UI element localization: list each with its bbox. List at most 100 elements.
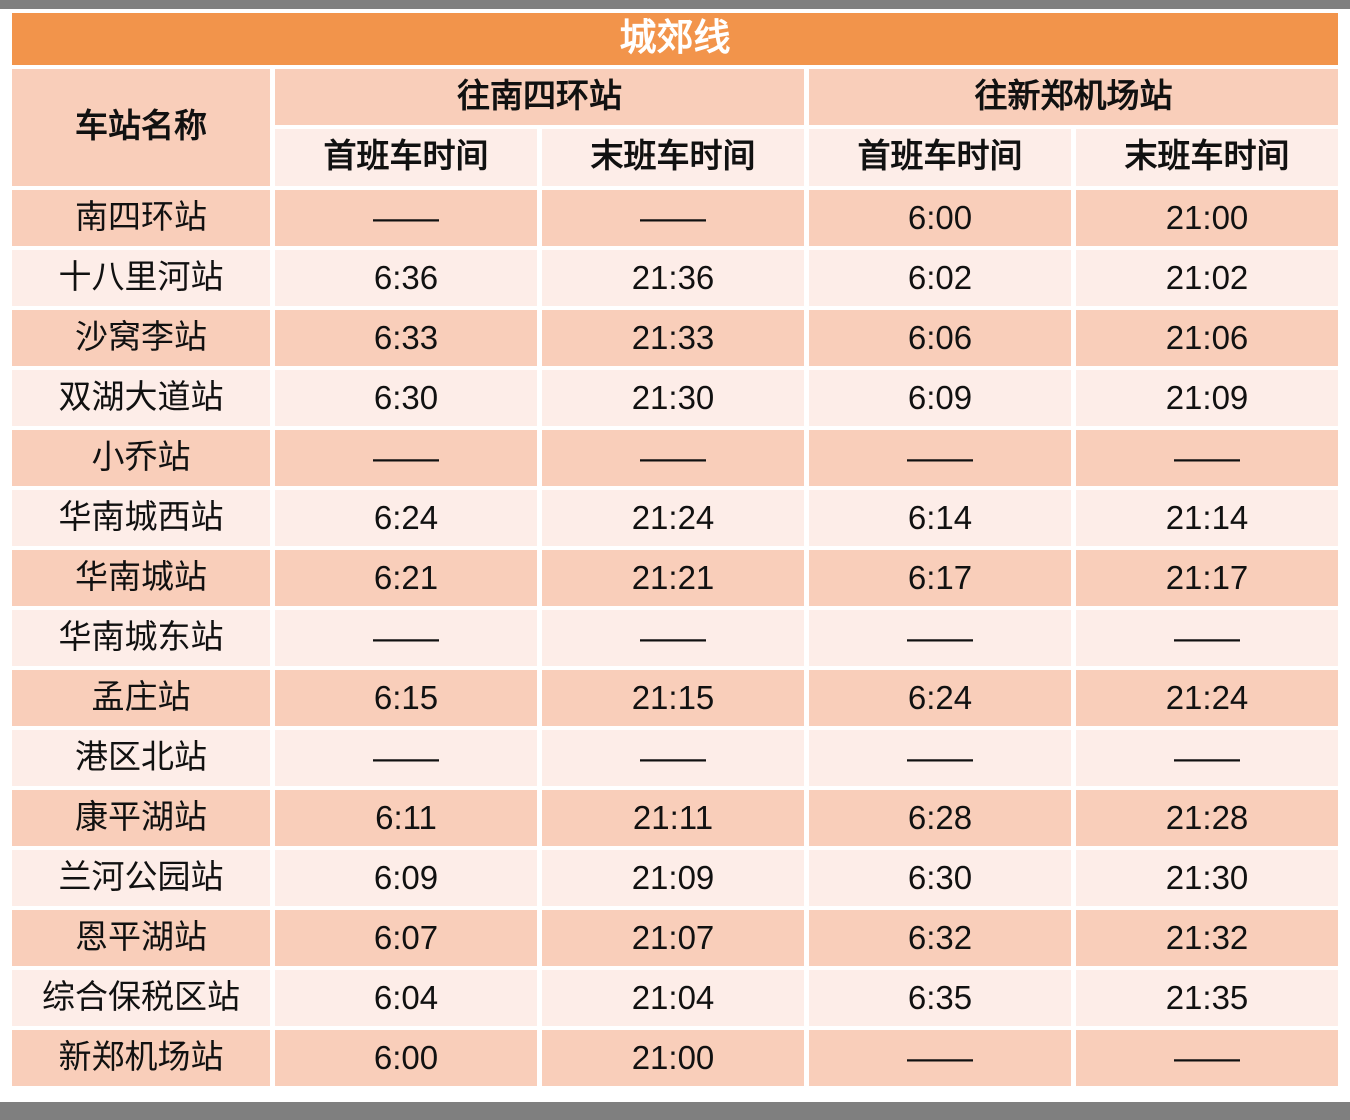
time-cell: 6:15 (275, 670, 537, 726)
time-cell: 6:30 (809, 850, 1071, 906)
time-cell: 21:06 (1076, 310, 1338, 366)
time-cell: 21:24 (1076, 670, 1338, 726)
station-name-cell: 兰河公园站 (12, 850, 270, 906)
table-row: 兰河公园站 6:09 21:09 6:30 21:30 (12, 850, 1338, 906)
station-name-cell: 恩平湖站 (12, 910, 270, 966)
time-cell: 21:30 (1076, 850, 1338, 906)
time-cell: —— (1076, 430, 1338, 486)
time-cell: —— (809, 1030, 1071, 1086)
station-name-cell: 港区北站 (12, 730, 270, 786)
time-cell: 21:30 (542, 370, 804, 426)
direction-header-nansihuan: 往南四环站 (275, 69, 804, 125)
time-cell: 21:11 (542, 790, 804, 846)
table-row: 双湖大道站 6:30 21:30 6:09 21:09 (12, 370, 1338, 426)
station-name-cell: 新郑机场站 (12, 1030, 270, 1086)
station-column-header: 车站名称 (12, 69, 270, 186)
time-cell: —— (275, 430, 537, 486)
last-train-header: 末班车时间 (542, 129, 804, 186)
time-cell: 6:06 (809, 310, 1071, 366)
time-cell: 6:33 (275, 310, 537, 366)
table-row: 康平湖站 6:11 21:11 6:28 21:28 (12, 790, 1338, 846)
time-cell: 6:00 (275, 1030, 537, 1086)
time-cell: 6:24 (809, 670, 1071, 726)
time-cell: 6:02 (809, 250, 1071, 306)
time-cell: 21:09 (542, 850, 804, 906)
time-cell: 21:15 (542, 670, 804, 726)
station-name-cell: 沙窝李站 (12, 310, 270, 366)
first-train-header: 首班车时间 (275, 129, 537, 186)
table-row: 华南城站 6:21 21:21 6:17 21:17 (12, 550, 1338, 606)
table-row: 孟庄站 6:15 21:15 6:24 21:24 (12, 670, 1338, 726)
time-cell: —— (275, 190, 537, 246)
first-train-header: 首班车时间 (809, 129, 1071, 186)
table-row: 港区北站 —— —— —— —— (12, 730, 1338, 786)
direction-header-xinzheng-airport: 往新郑机场站 (809, 69, 1338, 125)
time-cell: 6:07 (275, 910, 537, 966)
time-cell: 6:11 (275, 790, 537, 846)
timetable-body: 城郊线 车站名称 往南四环站 往新郑机场站 首班车时间 末班车时间 首班车时间 … (12, 13, 1338, 1086)
time-cell: 21:17 (1076, 550, 1338, 606)
station-name-cell: 南四环站 (12, 190, 270, 246)
table-row: 十八里河站 6:36 21:36 6:02 21:02 (12, 250, 1338, 306)
station-name-cell: 综合保税区站 (12, 970, 270, 1026)
time-cell: 6:24 (275, 490, 537, 546)
table-row: 华南城东站 —— —— —— —— (12, 610, 1338, 666)
time-cell: 21:00 (542, 1030, 804, 1086)
time-cell: 6:21 (275, 550, 537, 606)
bottom-gray-bar (0, 1102, 1350, 1120)
time-cell: 6:04 (275, 970, 537, 1026)
station-name-cell: 华南城东站 (12, 610, 270, 666)
station-name-cell: 小乔站 (12, 430, 270, 486)
time-cell: —— (809, 430, 1071, 486)
time-cell: —— (1076, 610, 1338, 666)
time-cell: 21:00 (1076, 190, 1338, 246)
table-row: 小乔站 —— —— —— —— (12, 430, 1338, 486)
table-row: 南四环站 —— —— 6:00 21:00 (12, 190, 1338, 246)
time-cell: 6:35 (809, 970, 1071, 1026)
table-row: 新郑机场站 6:00 21:00 —— —— (12, 1030, 1338, 1086)
timetable: 城郊线 车站名称 往南四环站 往新郑机场站 首班车时间 末班车时间 首班车时间 … (7, 9, 1343, 1090)
time-cell: —— (542, 730, 804, 786)
time-cell: —— (542, 190, 804, 246)
table-header-times: 首班车时间 末班车时间 首班车时间 末班车时间 (12, 129, 1338, 186)
time-cell: 21:28 (1076, 790, 1338, 846)
time-cell: 21:21 (542, 550, 804, 606)
time-cell: —— (809, 730, 1071, 786)
time-cell: 21:33 (542, 310, 804, 366)
time-cell: —— (809, 610, 1071, 666)
time-cell: 6:32 (809, 910, 1071, 966)
time-cell: 21:14 (1076, 490, 1338, 546)
time-cell: 21:09 (1076, 370, 1338, 426)
time-cell: 21:07 (542, 910, 804, 966)
station-name-cell: 双湖大道站 (12, 370, 270, 426)
station-name-cell: 康平湖站 (12, 790, 270, 846)
time-cell: —— (542, 610, 804, 666)
time-cell: —— (275, 610, 537, 666)
time-cell: 6:00 (809, 190, 1071, 246)
table-row: 沙窝李站 6:33 21:33 6:06 21:06 (12, 310, 1338, 366)
time-cell: 21:02 (1076, 250, 1338, 306)
time-cell: —— (1076, 730, 1338, 786)
station-name-cell: 十八里河站 (12, 250, 270, 306)
time-cell: 6:14 (809, 490, 1071, 546)
time-cell: —— (275, 730, 537, 786)
time-cell: 6:28 (809, 790, 1071, 846)
time-cell: 6:09 (275, 850, 537, 906)
last-train-header: 末班车时间 (1076, 129, 1338, 186)
table-row: 综合保税区站 6:04 21:04 6:35 21:35 (12, 970, 1338, 1026)
time-cell: 21:04 (542, 970, 804, 1026)
table-row: 恩平湖站 6:07 21:07 6:32 21:32 (12, 910, 1338, 966)
time-cell: 21:35 (1076, 970, 1338, 1026)
time-cell: 21:24 (542, 490, 804, 546)
station-name-cell: 华南城西站 (12, 490, 270, 546)
time-cell: 21:32 (1076, 910, 1338, 966)
station-name-cell: 孟庄站 (12, 670, 270, 726)
time-cell: —— (542, 430, 804, 486)
time-cell: 6:30 (275, 370, 537, 426)
table-title-row: 城郊线 (12, 13, 1338, 65)
table-row: 华南城西站 6:24 21:24 6:14 21:14 (12, 490, 1338, 546)
time-cell: 21:36 (542, 250, 804, 306)
station-name-cell: 华南城站 (12, 550, 270, 606)
time-cell: 6:36 (275, 250, 537, 306)
time-cell: —— (1076, 1030, 1338, 1086)
